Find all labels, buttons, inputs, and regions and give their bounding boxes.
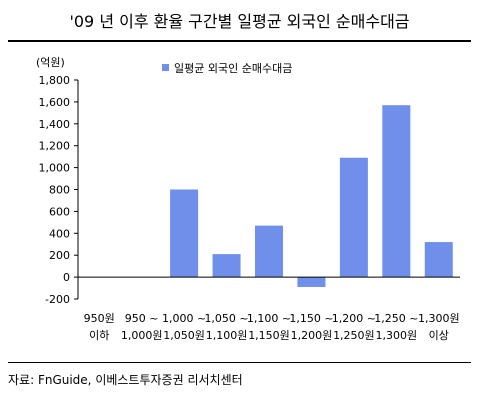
y-tick-label: 1,000 [39,162,71,175]
x-tick-label: 1,250원 [333,329,375,342]
x-tick-label: 1,000원 [121,329,163,342]
x-tick-label: 1,050 ~ [204,312,248,325]
y-tick-label: 1,600 [39,96,71,109]
source-divider [8,362,471,363]
x-tick-label: 1,050원 [163,329,205,342]
x-tick-label: 1,150 ~ [289,312,333,325]
x-tick-label: 이하 [89,328,109,342]
legend-swatch [162,64,169,71]
x-tick-label: 1,100 ~ [247,312,291,325]
y-tick-label: 1,400 [39,118,71,131]
y-tick-label: -200 [45,293,70,306]
bar [424,242,453,278]
x-tick-label: 950 ~ [125,312,159,325]
bar [297,277,326,287]
chart-title: '09 년 이후 환율 구간별 일평균 외국인 순매수대금 [69,12,410,31]
y-tick-label: 1,800 [39,74,71,87]
bar [254,225,284,278]
x-tick-label: 1,250 ~ [374,312,418,325]
bar [212,254,241,278]
bar [339,157,368,278]
x-tick-label: 950원 [84,312,115,325]
y-axis-unit-label: (억원) [36,56,65,69]
y-tick-label: 0 [63,271,70,284]
x-tick-label: 1,000 ~ [162,312,206,325]
legend-label: 일평균 외국인 순매수대금 [174,61,292,75]
x-tick-label: 이상 [429,329,449,342]
x-tick-label: 1,300원 [376,329,418,342]
y-tick-label: 200 [49,249,70,262]
y-tick-label: 600 [49,205,70,218]
y-tick-label: 400 [49,227,70,240]
y-tick-label: 1,200 [39,140,71,153]
y-tick-label: 800 [49,184,70,197]
x-tick-label: 1,200 ~ [332,312,376,325]
bar [170,189,199,278]
x-tick-label: 1,300원 [418,312,460,325]
x-tick-label: 1,150원 [248,329,290,342]
bar [382,105,411,278]
title-divider [8,40,471,42]
source-note: 자료: FnGuide, 이베스트투자증권 리서치센터 [8,373,243,387]
x-tick-label: 1,100원 [206,329,248,342]
x-tick-label: 1,200원 [291,329,333,342]
